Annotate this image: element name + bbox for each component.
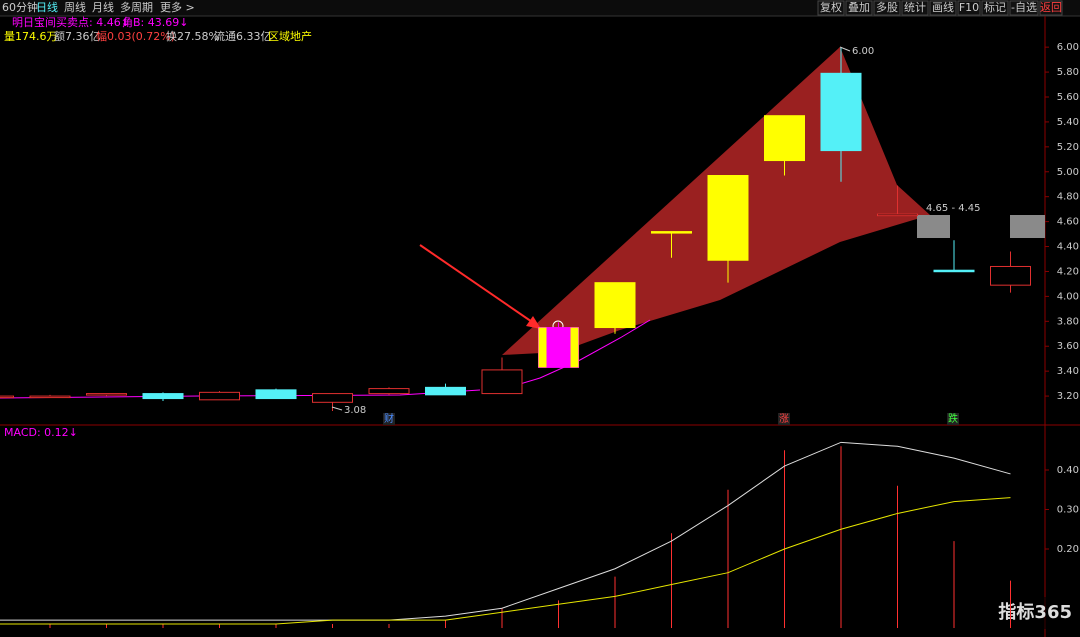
toolbar-button-label[interactable]: 多股 (876, 0, 898, 14)
toolbar-button-label[interactable]: 画线 (932, 0, 954, 14)
toolbar-tab[interactable]: 更多 > (160, 0, 195, 14)
candle-body (990, 265, 1031, 286)
annotation: 3.08 (344, 405, 366, 416)
toolbar-button-label[interactable]: 标记 (984, 0, 1006, 14)
stat-item: 额7.36亿 (54, 30, 101, 43)
annotation-pointer (839, 46, 851, 52)
toolbar-button[interactable] (981, 0, 1009, 16)
y-tick-label: 4.80 (1057, 192, 1079, 203)
toolbar-button[interactable] (873, 0, 901, 16)
dif-line (0, 441, 1011, 621)
y-tick-label: 3.40 (1057, 366, 1079, 377)
candle-body (933, 269, 975, 273)
candle-body (651, 231, 692, 234)
y-tick-label: 5.40 (1057, 117, 1079, 128)
y-tick-label: 4.20 (1057, 266, 1079, 277)
event-marker-box[interactable] (383, 413, 395, 425)
toolbar-button-label[interactable]: 返回 (1040, 1, 1062, 14)
event-marker[interactable]: 涨 (779, 413, 789, 425)
toolbar-button-label[interactable]: 统计 (904, 1, 926, 14)
toolbar-button[interactable] (929, 0, 957, 16)
toolbar-tab[interactable]: 多周期 (120, 0, 153, 14)
annotation: 6.00 (852, 46, 874, 57)
watermark: 指标365 (998, 601, 1072, 623)
y-tick-label: 0.40 (1057, 465, 1079, 476)
toolbar-button[interactable] (845, 0, 873, 16)
toolbar-button[interactable] (1009, 0, 1039, 16)
toolbar-button-label[interactable]: 复权 (820, 0, 842, 14)
moving-average (499, 319, 651, 391)
y-tick-label: 5.80 (1057, 67, 1079, 78)
candle-body (481, 369, 523, 395)
stat-item: 幅0.03(0.72%) (96, 30, 175, 43)
toolbar-button[interactable] (817, 0, 845, 16)
toolbar-tab[interactable]: 日线 (36, 0, 58, 14)
annotation-pointer (331, 406, 343, 411)
macd-title: MACD: 0.12↓ (4, 426, 78, 439)
y-tick-label: 5.00 (1057, 167, 1079, 178)
watermark-bg (960, 597, 1075, 629)
y-tick-label: 0.20 (1057, 544, 1079, 555)
stat-item: 流通6.33亿 (214, 29, 272, 43)
y-tick-label: 4.60 (1057, 217, 1079, 228)
candle-body (425, 386, 466, 396)
candle-body (29, 395, 71, 399)
toolbar-tab[interactable]: 周线 (64, 0, 86, 14)
indicator-value: 角B: 43.69↓ (122, 16, 188, 29)
y-tick-label: 3.80 (1057, 316, 1079, 327)
candle-body (594, 282, 636, 329)
gray-block (1010, 215, 1045, 238)
toolbar (0, 0, 1080, 16)
candle-body (877, 213, 918, 217)
event-marker[interactable]: 跌 (948, 412, 958, 425)
dea-line (0, 497, 1011, 625)
toolbar-tab[interactable]: 月线 (92, 0, 114, 14)
candle-body (764, 115, 805, 162)
y-tick-label: 3.60 (1057, 341, 1079, 352)
candle-highlight (538, 327, 547, 368)
toolbar-button-label[interactable]: -自选 (1011, 1, 1037, 14)
toolbar-button-label[interactable]: F10 (959, 1, 979, 14)
y-tick-label: 0.30 (1057, 505, 1079, 516)
arrow-head (526, 316, 541, 329)
y-tick-label: 5.20 (1057, 142, 1079, 153)
gray-block (917, 215, 950, 238)
candle-body (199, 391, 240, 401)
candle-body (255, 389, 297, 400)
toolbar-tab[interactable]: 60分钟 (2, 0, 38, 14)
y-tick-label: 3.20 (1057, 391, 1079, 402)
toolbar-button[interactable] (957, 0, 981, 16)
indicator-value: 明日宝间买卖点: 4.46↓ (12, 15, 130, 29)
candle-body (142, 393, 184, 400)
event-marker-box[interactable] (947, 413, 959, 425)
event-marker[interactable]: 财 (384, 412, 394, 425)
candle-body (707, 175, 749, 261)
candle-body (0, 395, 14, 399)
toolbar-button[interactable] (1039, 0, 1063, 16)
y-tick-label: 5.60 (1057, 92, 1079, 103)
stat-item: 量174.6万 (4, 30, 58, 43)
stat-item: 区域地产 (268, 29, 312, 43)
y-tick-label: 4.40 (1057, 242, 1079, 253)
toolbar-button-label[interactable]: 叠加 (848, 1, 870, 14)
candle-body (368, 388, 410, 395)
candle-highlight (570, 327, 579, 368)
candle-body (820, 72, 862, 152)
annotation: 4.65 - 4.45 (926, 203, 981, 214)
stat-item: 换27.58% (166, 29, 219, 43)
toolbar-button[interactable] (901, 0, 929, 16)
candle-body (312, 393, 353, 403)
y-tick-label: 4.00 (1057, 291, 1079, 302)
event-marker-box[interactable] (778, 413, 790, 425)
y-tick-label: 6.00 (1057, 42, 1079, 53)
arrow-line (419, 244, 539, 327)
candle-body (86, 393, 127, 396)
